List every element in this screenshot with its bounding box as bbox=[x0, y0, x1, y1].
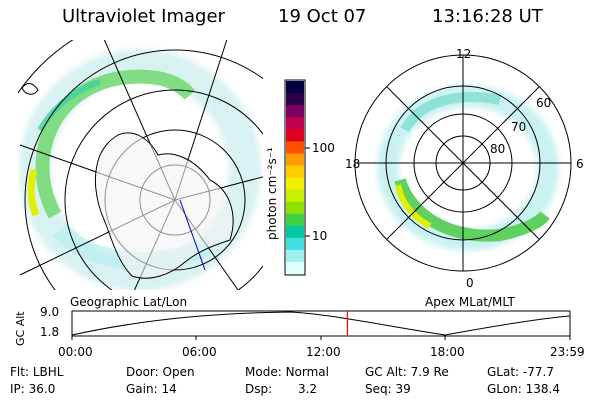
colorbar-segment bbox=[286, 141, 304, 154]
colorbar-segment bbox=[286, 81, 304, 94]
colorbar-segment bbox=[286, 213, 304, 227]
mlat-mlt-plot bbox=[354, 54, 572, 272]
info-gain: Gain: 14 bbox=[126, 382, 177, 396]
colorbar-segment bbox=[286, 105, 304, 118]
info-mode: Mode: Normal bbox=[245, 365, 329, 379]
colorbar-segment bbox=[286, 201, 304, 215]
auroral-oval-edge bbox=[37, 79, 101, 132]
info-ip: IP: 36.0 bbox=[10, 382, 56, 396]
colorbar-segment bbox=[286, 225, 304, 239]
mlat-label-60: 60 bbox=[536, 96, 552, 110]
terminator-line bbox=[179, 199, 206, 271]
left-map-caption: Geographic Lat/Lon bbox=[70, 295, 188, 309]
colorbar-label: photon cm⁻²s⁻¹ bbox=[265, 147, 279, 240]
island-coastline bbox=[21, 83, 39, 95]
colorbar bbox=[284, 79, 310, 276]
mlt-label-12: 12 bbox=[456, 47, 472, 61]
info-gc-alt: GC Alt: 7.9 Re bbox=[365, 365, 449, 379]
colorbar-segment bbox=[286, 249, 304, 263]
colorbar-segment bbox=[286, 129, 304, 142]
xtick-0000: 00:00 bbox=[58, 345, 93, 359]
auroral-peak-right bbox=[395, 184, 432, 229]
colorbar-segment bbox=[286, 117, 304, 130]
altitude-curve bbox=[71, 311, 571, 336]
colorbar-segment bbox=[286, 165, 304, 178]
colorbar-segment bbox=[286, 177, 304, 191]
mlt-label-18: 18 bbox=[345, 157, 361, 171]
altitude-ytick-min: 1.8 bbox=[40, 325, 60, 339]
xtick-0600: 06:00 bbox=[182, 345, 217, 359]
auroral-dayside-right bbox=[400, 92, 501, 133]
antarctica-coastline bbox=[95, 132, 234, 279]
info-door: Door: Open bbox=[126, 365, 195, 379]
observation-date: 19 Oct 07 bbox=[278, 6, 367, 27]
xtick-1800: 18:00 bbox=[430, 345, 465, 359]
right-map-caption: Apex MLat/MLT bbox=[425, 295, 515, 309]
mlt-label-0: 0 bbox=[466, 276, 474, 290]
colorbar-segment bbox=[286, 153, 304, 166]
altitude-ytick-max: 9.0 bbox=[40, 305, 60, 319]
info-filter: Flt: LBHL bbox=[10, 365, 64, 379]
xtick-1200: 12:00 bbox=[306, 345, 341, 359]
colorbar-segment bbox=[286, 261, 304, 275]
colorbar-tick-100: 100 bbox=[312, 141, 335, 155]
info-dsp: Dsp: 3.2 bbox=[245, 382, 318, 396]
colorbar-segment bbox=[286, 93, 304, 106]
xtick-2359: 23:59 bbox=[550, 345, 585, 359]
observation-time: 13:16:28 UT bbox=[432, 6, 543, 27]
info-glon: GLon: 138.4 bbox=[487, 382, 560, 396]
auroral-peak bbox=[27, 169, 40, 217]
mlat-label-80: 80 bbox=[490, 142, 506, 156]
instrument-title: Ultraviolet Imager bbox=[62, 6, 225, 27]
mlat-label-70: 70 bbox=[511, 120, 527, 134]
mlt-label-6: 6 bbox=[576, 157, 584, 171]
info-glat: GLat: -77.7 bbox=[487, 365, 554, 379]
colorbar-segment bbox=[286, 237, 304, 251]
altitude-ylabel: GC Alt bbox=[14, 311, 27, 346]
altitude-plot bbox=[71, 310, 571, 340]
colorbar-tick-10: 10 bbox=[312, 229, 328, 243]
info-seq: Seq: 39 bbox=[365, 382, 411, 396]
colorbar-segment bbox=[286, 189, 304, 203]
